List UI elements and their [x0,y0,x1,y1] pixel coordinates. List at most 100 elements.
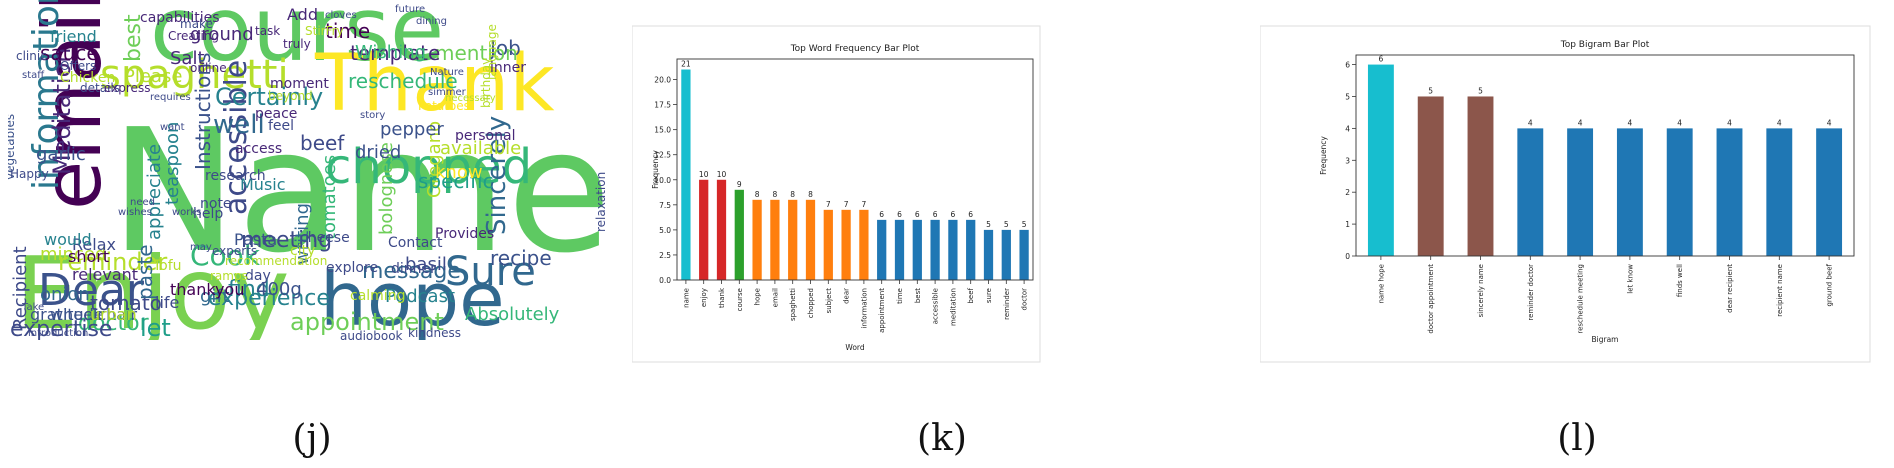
x-tick-label: accessible [932,288,940,324]
data-label: 5 [1022,220,1027,229]
wordcloud-words: Name course Enjoy email Thank hope spaghetti in… [3,0,612,340]
data-label: 4 [1777,118,1782,127]
x-tick-label: let know [1626,264,1634,294]
bar [716,179,727,280]
wordcloud-word: Sure [445,249,536,295]
bigram-panel: Top Bigram Bar Plot 0 1 2 3 4 5 6 6 name hope 5 doc… [1259,0,1894,468]
wordcloud-word: Certainly [215,83,323,111]
data-label: 6 [879,210,884,219]
wordcloud-word: Recipient [10,246,31,330]
x-tick-label: sincerely name [1477,264,1485,317]
wordcloud-word: StirFry [305,24,344,38]
wordcloud-word: doctor [78,311,150,336]
wordcloud-word: Take [21,302,44,313]
wordcloud-word: simmer [428,87,467,98]
wordcloud-word: beyond [268,89,313,103]
wordcloud-word: gratitude [30,305,104,324]
wordcloud-word: day [245,268,271,284]
wordcloud-word: truly [283,37,311,51]
wordcloud-word: beef [300,131,345,155]
bar [1567,128,1594,256]
data-label: 6 [951,210,956,219]
data-label: 8 [808,190,813,199]
x-tick-label: reminder [1003,288,1011,320]
wordcloud-word: works [172,207,201,218]
wordcloud-word: dining [416,16,447,27]
data-label: 5 [986,220,991,229]
bar [877,219,887,280]
wordcloud-word: inner [490,60,526,76]
bar [823,209,833,280]
bar [983,229,994,280]
wordcloud-word: Please [124,66,182,87]
x-tick-label: beef [967,287,975,303]
bar [894,219,905,280]
bar [681,69,691,281]
wordcloud-word: details [80,81,120,95]
x-tick-label: doctor appointment [1427,264,1435,334]
y-tick-label: 1 [1345,220,1350,229]
bar [1716,128,1743,256]
wordcloud-word: accessible [219,60,254,215]
wordcloud-word: Meditation [48,48,76,175]
wordcloud-word: spaghetti [100,52,289,98]
x-tick-label: chopped [807,288,815,318]
wordcloud-word: express [104,81,150,95]
wordcloud-word: peace [255,106,297,122]
y-tick-label: 17.5 [654,101,671,110]
bar [1367,64,1394,256]
y-tick-label: 20.0 [654,76,671,85]
wordcloud-word: Wishing [355,42,426,63]
x-tick-label: dear [843,288,851,304]
x-tick-label: ground beef [1826,263,1834,306]
bar [770,199,780,280]
x-tick-label: information [860,288,868,328]
wordcloud-word: may [190,242,212,253]
x-axis-label: Bigram [1592,335,1619,344]
x-tick-label: spaghetti [789,288,797,321]
wordcloud-word: cheese [300,230,350,246]
wordcloud-word: tomatoes [319,155,340,240]
data-label: 4 [1628,118,1633,127]
x-tick-label: enjoy [700,288,708,307]
wordcloud-word: sauce [40,41,99,65]
wordcloud-word: 400g [256,279,302,300]
wordcloud-word: cloves [325,10,357,21]
wordcloud-word: Podcast [385,286,455,307]
wordcloud-word: life [155,293,179,312]
panel-label-k: (k) [917,418,967,459]
wordcloud: Name course Enjoy email Thank hope spaghetti in… [3,0,616,340]
wordcloud-word: find [228,277,270,302]
wordcloud-word: email [26,0,119,210]
wordcloud-word: teaspoon [162,122,183,205]
wordcloud-word: minced [40,244,106,265]
wordcloud-word: Sincerely [482,116,512,235]
y-axis-label: Frequency [1319,136,1328,175]
wordcloud-word: Job [488,36,521,60]
wordcloud-word: Tofu [152,258,182,274]
wordcloud-word: ramps [210,269,248,283]
x-axis-label: Word [845,343,865,352]
wordcloud-word: short [68,247,109,266]
bar [699,179,709,280]
data-label: 8 [773,190,778,199]
x-tick-label: thank [718,287,726,308]
wordcloud-word: Salt [170,48,205,69]
chart-title: Top Bigram Bar Plot [1560,40,1650,50]
wordcloud-word: Chicken [60,70,115,86]
bar [788,199,798,280]
wordcloud-word: moment [270,76,329,92]
data-label: 4 [1827,118,1832,127]
wordcloud-word: birthday [479,58,493,108]
wordcloud-word: city [290,243,315,259]
wordcloud-word: staff [22,70,45,81]
x-tick-label: time [896,288,904,304]
wordcloud-word: friend [50,27,97,46]
data-label: 6 [968,210,973,219]
data-label: 8 [755,190,760,199]
wordcloud-word: necessary [445,93,496,104]
bar [1766,128,1793,256]
wordcloud-word: vegetables [3,114,17,180]
x-tick-label: subject [825,288,833,314]
bar [948,219,958,280]
